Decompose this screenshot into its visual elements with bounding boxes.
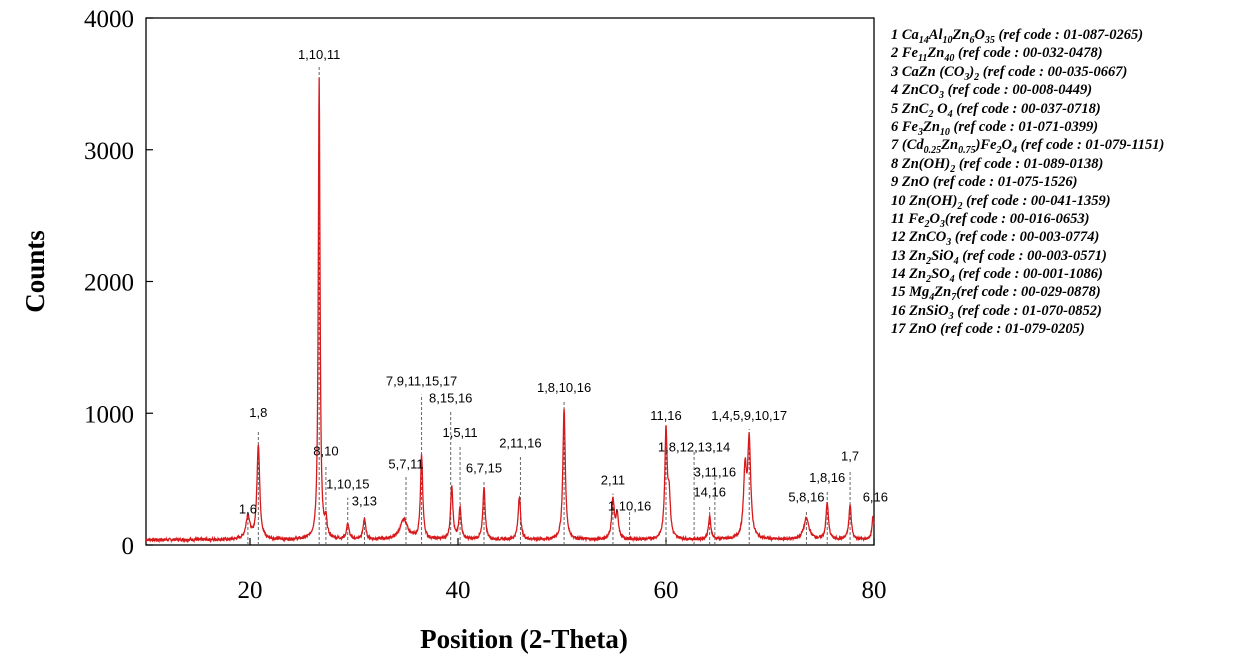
x-axis-title: Position (2-Theta)	[420, 624, 628, 654]
legend-entry-number: 11	[891, 210, 909, 227]
xrd-pattern-line	[145, 77, 875, 544]
peak-annotation: 14,16	[693, 484, 726, 499]
legend-entry-text: Ca14Al10Zn6O35 (ref code : 01-087-0265)	[901, 27, 1144, 46]
peak-annotation: 11,16	[650, 408, 682, 423]
legend-entry-text: ZnCO3 (ref code : 00-003-0774)	[909, 229, 1100, 249]
peak-annotation: 6,16	[863, 490, 888, 505]
y-tick-label: 0	[122, 533, 135, 560]
legend-entry-number: 13	[891, 247, 910, 264]
peak-annotation: 8,15,16	[429, 391, 472, 406]
legend-entry: 9 ZnO (ref code : 01-075-1526)	[891, 173, 1241, 191]
legend-entry: 1 Ca14Al10Zn6O35 (ref code : 01-087-0265…	[891, 26, 1241, 46]
legend-entry-text: Fe3Zn10 (ref code : 01-071-0399)	[901, 118, 1099, 138]
legend-entry-text: Fe11Zn40 (ref code : 00-032-0478)	[901, 45, 1103, 65]
legend-entry-number: 5	[891, 100, 902, 117]
legend-entry: 13 Zn2SiO4 (ref code : 00-003-0571)	[891, 247, 1241, 267]
peak-annotation: 7,9,11,15,17	[386, 374, 457, 389]
legend-entry-number: 8	[891, 155, 902, 172]
peak-annotation: 1,8,12,13,14	[658, 439, 730, 454]
peak-annotation: 1,10,16	[608, 499, 651, 514]
legend-entry-number: 10	[891, 192, 910, 209]
legend-entry: 14 Zn2SO4 (ref code : 00-001-1086)	[891, 265, 1241, 285]
legend-entry-text: Fe2O3(ref code : 00-016-0653)	[908, 210, 1090, 230]
x-tick-label: 80	[862, 577, 887, 604]
legend-entry-text: ZnCO3 (ref code : 00-008-0449)	[901, 82, 1093, 102]
legend-entry: 12 ZnCO3 (ref code : 00-003-0774)	[891, 228, 1241, 249]
legend-entry: 5 ZnC2 O4 (ref code : 00-037-0718)	[891, 100, 1241, 120]
legend-entry-number: 7	[891, 137, 902, 154]
legend-entry-number: 12	[891, 229, 910, 246]
legend-entry-number: 4	[891, 82, 902, 99]
legend-entry-number: 1	[891, 27, 902, 43]
peak-annotation: 1,8,10,16	[537, 380, 591, 395]
peak-annotation: 5,8,16	[788, 490, 824, 505]
peak-annotation: 1,5,11	[442, 425, 477, 440]
x-tick-label: 60	[654, 577, 679, 604]
y-tick-label: 1000	[84, 401, 134, 428]
legend-entry-text: (Cd0.25Zn0.75)Fe2O4 (ref code : 01-079-1…	[901, 137, 1165, 157]
legend-entry: 16 ZnSiO3 (ref code : 01-070-0852)	[891, 302, 1241, 322]
peak-annotation: 1,10,15	[326, 476, 369, 491]
peak-annotation: 5,7,11	[388, 457, 423, 472]
legend-entry-text: ZnO (ref code : 01-075-1526)	[901, 174, 1078, 191]
peak-annotation: 1,6	[239, 501, 257, 516]
peak-annotation: 3,13	[352, 493, 377, 508]
legend-entry: 8 Zn(OH)2 (ref code : 01-089-0138)	[891, 155, 1241, 175]
legend-entry-text: Mg4Zn7(ref code : 00-029-0878)	[909, 284, 1101, 304]
legend-entry-text: ZnO (ref code : 01-079-0205)	[909, 321, 1085, 338]
legend-entry-number: 15	[891, 284, 910, 301]
peak-annotation: 3,11,16	[694, 464, 736, 479]
y-axis-title: Counts	[20, 230, 50, 313]
legend-entry-number: 6	[891, 118, 902, 135]
legend-entry: 3 CaZn (CO3)2 (ref code : 00-035-0667)	[891, 63, 1241, 83]
legend-entry-number: 16	[891, 302, 910, 319]
peak-annotation: 1,8	[249, 405, 267, 420]
legend-entry-number: 9	[891, 174, 902, 191]
legend-entry: 6 Fe3Zn10 (ref code : 01-071-0399)	[891, 118, 1241, 138]
peak-annotation: 1,8,16	[809, 470, 845, 485]
x-tick-label: 20	[238, 577, 263, 604]
peak-annotation: 1,10,11	[298, 47, 340, 62]
y-tick-label: 3000	[84, 138, 134, 165]
peak-annotation: 2,11,16	[499, 436, 541, 451]
legend-entry-text: Zn(OH)2 (ref code : 00-041-1359)	[909, 192, 1111, 212]
peak-annotation: 6,7,15	[466, 461, 502, 476]
peak-annotation: 2,11	[601, 472, 625, 487]
legend-entry: 11 Fe2O3(ref code : 00-016-0653)	[891, 210, 1241, 230]
legend-entry-number: 2	[891, 45, 902, 62]
legend-entry-text: ZnSiO3 (ref code : 01-070-0852)	[909, 302, 1102, 322]
legend-entry: 17 ZnO (ref code : 01-079-0205)	[891, 320, 1241, 338]
legend-entry-text: CaZn (CO3)2 (ref code : 00-035-0667)	[901, 63, 1128, 83]
peak-annotation: 1,4,5,9,10,17	[711, 408, 787, 423]
legend-entry: 7 (Cd0.25Zn0.75)Fe2O4 (ref code : 01-079…	[891, 136, 1241, 157]
phase-legend: 1 Ca14Al10Zn6O35 (ref code : 01-087-0265…	[891, 26, 1241, 339]
legend-entry-text: ZnC2 O4 (ref code : 00-037-0718)	[901, 100, 1101, 120]
legend-entry-number: 3	[891, 63, 902, 80]
x-tick-label: 40	[446, 577, 471, 604]
peak-annotation: 8,10	[313, 443, 338, 458]
y-tick-label: 4000	[84, 6, 134, 33]
legend-entry-text: Zn2SO4 (ref code : 00-001-1086)	[909, 266, 1103, 285]
legend-entry: 2 Fe11Zn40 (ref code : 00-032-0478)	[891, 44, 1241, 65]
legend-entry-text: Zn2SiO4 (ref code : 00-003-0571)	[909, 247, 1107, 267]
legend-entry: 15 Mg4Zn7(ref code : 00-029-0878)	[891, 283, 1241, 304]
legend-entry: 10 Zn(OH)2 (ref code : 00-041-1359)	[891, 192, 1241, 212]
legend-entry: 4 ZnCO3 (ref code : 00-008-0449)	[891, 81, 1241, 102]
peak-annotation: 1,7	[841, 449, 859, 464]
y-tick-label: 2000	[84, 270, 134, 297]
legend-entry-number: 17	[891, 321, 910, 338]
legend-entry-number: 14	[891, 266, 910, 283]
plot-frame	[145, 17, 875, 546]
legend-entry-text: Zn(OH)2 (ref code : 01-089-0138)	[901, 155, 1104, 175]
